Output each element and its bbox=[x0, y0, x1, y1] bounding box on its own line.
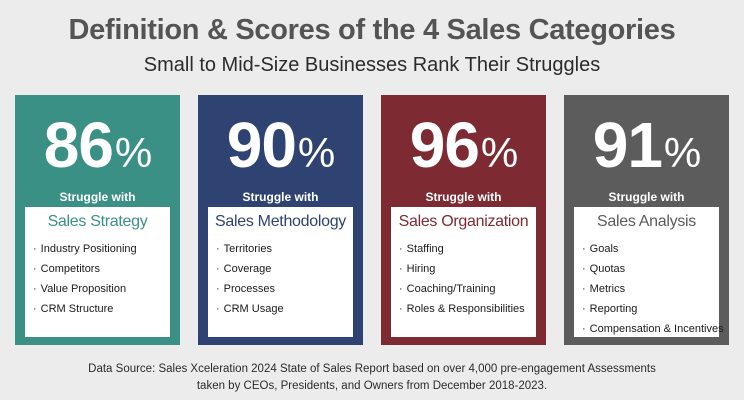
card-sales-strategy: 86% Struggle with Sales Strategy · Indust… bbox=[15, 95, 180, 345]
card-sales-methodology: 90% Struggle with Sales Methodology · Ter… bbox=[198, 95, 363, 345]
percent-score: 96% bbox=[409, 109, 519, 181]
list-item: · Coverage bbox=[216, 263, 272, 275]
list-item: · Quotas bbox=[582, 263, 626, 275]
category-box: Sales Organization · Staffing · Hiring · Co… bbox=[391, 207, 536, 337]
list-item: · Compensation & Incentives bbox=[582, 323, 724, 335]
percent-score: 90% bbox=[226, 109, 336, 181]
percent-score: 91% bbox=[592, 109, 702, 181]
category-title: Sales Strategy bbox=[47, 213, 148, 230]
struggle-label: Struggle with bbox=[242, 190, 319, 204]
category-items: · Goals · Quotas · Metrics · Reporting · Comp… bbox=[582, 239, 724, 339]
struggle-label: Struggle with bbox=[608, 190, 685, 204]
category-box: Sales Analysis · Goals · Quotas · Metrics ·… bbox=[574, 207, 724, 337]
list-item: · Goals bbox=[582, 243, 619, 255]
list-item: · Roles & Responsibilities bbox=[399, 303, 525, 315]
category-items: · Territories · Coverage · Processes · CRM U… bbox=[216, 239, 284, 319]
card-sales-analysis: 91% Struggle with Sales Analysis · Goals … bbox=[564, 95, 729, 345]
category-box: Sales Strategy · Industry Positioning · Co… bbox=[25, 207, 170, 337]
struggle-label: Struggle with bbox=[425, 190, 502, 204]
category-items: · Industry Positioning · Competitors · Valu… bbox=[33, 239, 137, 319]
list-item: · Staffing bbox=[399, 243, 444, 255]
list-item: · Industry Positioning bbox=[33, 243, 137, 255]
category-items: · Staffing · Hiring · Coaching/Training · Ro… bbox=[399, 239, 525, 319]
list-item: · Processes bbox=[216, 283, 276, 295]
list-item: · Competitors bbox=[33, 263, 100, 275]
category-title: Sales Analysis bbox=[597, 213, 696, 230]
list-item: · Metrics bbox=[582, 283, 626, 295]
category-title: Sales Organization bbox=[398, 213, 529, 230]
list-item: · CRM Usage bbox=[216, 303, 284, 315]
list-item: · Territories bbox=[216, 243, 272, 255]
category-title: Sales Methodology bbox=[215, 213, 346, 230]
list-item: · Hiring bbox=[399, 263, 436, 275]
data-source-footnote: Data Source: Sales Xceleration 2024 Stat… bbox=[0, 361, 744, 395]
page-title: Definition & Scores of the 4 Sales Categ… bbox=[68, 14, 676, 46]
struggle-label: Struggle with bbox=[59, 190, 136, 204]
percent-score: 86% bbox=[43, 109, 153, 181]
list-item: · Coaching/Training bbox=[399, 283, 496, 295]
category-box: Sales Methodology · Territories · Coverage… bbox=[208, 207, 353, 337]
footnote-line-1: Data Source: Sales Xceleration 2024 Stat… bbox=[88, 363, 656, 375]
list-item: · Reporting bbox=[582, 303, 638, 315]
page-subtitle: Small to Mid-Size Businesses Rank Their … bbox=[143, 54, 601, 76]
list-item: · CRM Structure bbox=[33, 303, 114, 315]
card-sales-organization: 96% Struggle with Sales Organization · St… bbox=[381, 95, 546, 345]
list-item: · Value Proposition bbox=[33, 283, 127, 295]
footnote-line-2: taken by CEOs, Presidents, and Owners fr… bbox=[196, 380, 548, 392]
